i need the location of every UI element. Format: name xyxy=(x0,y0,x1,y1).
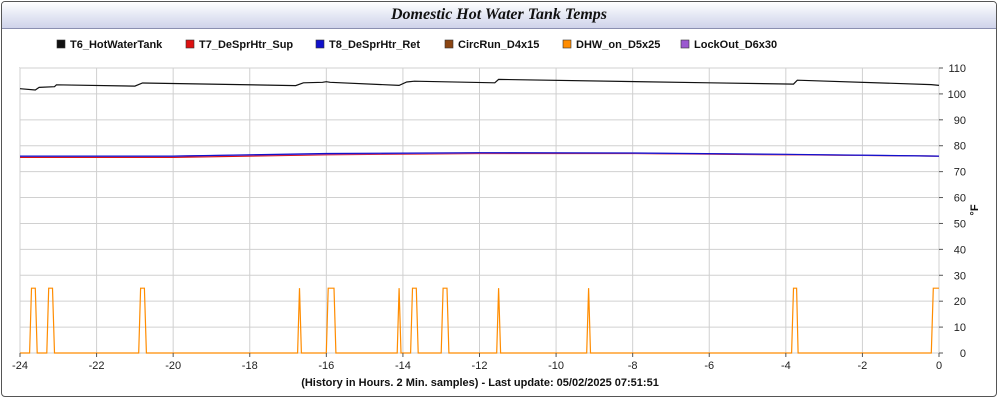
x-tick-label: -4 xyxy=(781,360,791,372)
legend-label: T7_DeSprHtr_Sup xyxy=(199,39,293,51)
series-line-t6-hotwatertank xyxy=(19,78,940,91)
legend-swatch xyxy=(185,39,195,49)
x-tick-label: -16 xyxy=(318,360,334,372)
x-tick-label: -24 xyxy=(12,360,28,372)
y-tick-label: 40 xyxy=(954,244,966,256)
y-tick-label: 0 xyxy=(960,348,966,360)
title-bar: Domestic Hot Water Tank Temps xyxy=(2,2,996,29)
y-tick-label: 110 xyxy=(948,63,966,75)
chart-title: Domestic Hot Water Tank Temps xyxy=(390,6,607,23)
legend: T6_HotWaterTank T7_DeSprHtr_Sup T8_DeSprHt… xyxy=(56,39,777,51)
x-tick-label: -10 xyxy=(548,360,564,372)
x-tick-label: -12 xyxy=(472,360,488,372)
x-tick-label: 0 xyxy=(936,360,942,372)
y-tick-label: 80 xyxy=(954,141,966,153)
x-tick-label: -20 xyxy=(165,360,181,372)
legend-swatch xyxy=(562,39,572,49)
x-tick-label: -8 xyxy=(628,360,638,372)
legend-label: LockOut_D6x30 xyxy=(694,39,777,51)
y-axis-label: °F xyxy=(969,204,981,215)
legend-swatch xyxy=(315,39,325,49)
series-line-dhw-on-d5x25 xyxy=(20,287,939,354)
x-tick-label: -18 xyxy=(242,360,258,372)
y-tick-label: 20 xyxy=(954,296,966,308)
x-axis-label: (History in Hours. 2 Min. samples) - Las… xyxy=(301,377,659,389)
y-tick-label: 60 xyxy=(954,193,966,205)
y-tick-label: 30 xyxy=(954,270,966,282)
series-line-t8-desprhtr-ret xyxy=(20,152,940,157)
y-tick-label: 10 xyxy=(954,322,966,334)
legend-label: T8_DeSprHtr_Ret xyxy=(329,39,420,51)
axes: -24 -22 -20 -18 -16 -14 -12 -10 -8 -6 -4 -2 00102030… xyxy=(12,63,966,372)
legend-swatch xyxy=(444,39,454,49)
x-tick-label: -2 xyxy=(858,360,868,372)
y-tick-label: 90 xyxy=(954,115,966,127)
x-tick-label: -22 xyxy=(89,360,105,372)
legend-swatch xyxy=(680,39,690,49)
x-tick-label: -14 xyxy=(395,360,411,372)
y-tick-label: 50 xyxy=(954,218,966,230)
y-tick-label: 70 xyxy=(954,167,966,179)
series-layer xyxy=(19,78,940,354)
legend-label: CircRun_D4x15 xyxy=(458,39,539,51)
x-tick-label: -6 xyxy=(704,360,714,372)
legend-label: T6_HotWaterTank xyxy=(70,39,163,51)
grid xyxy=(19,67,940,354)
y-tick-label: 100 xyxy=(948,89,966,101)
legend-swatch xyxy=(56,39,66,49)
legend-label: DHW_on_D5x25 xyxy=(576,39,660,51)
